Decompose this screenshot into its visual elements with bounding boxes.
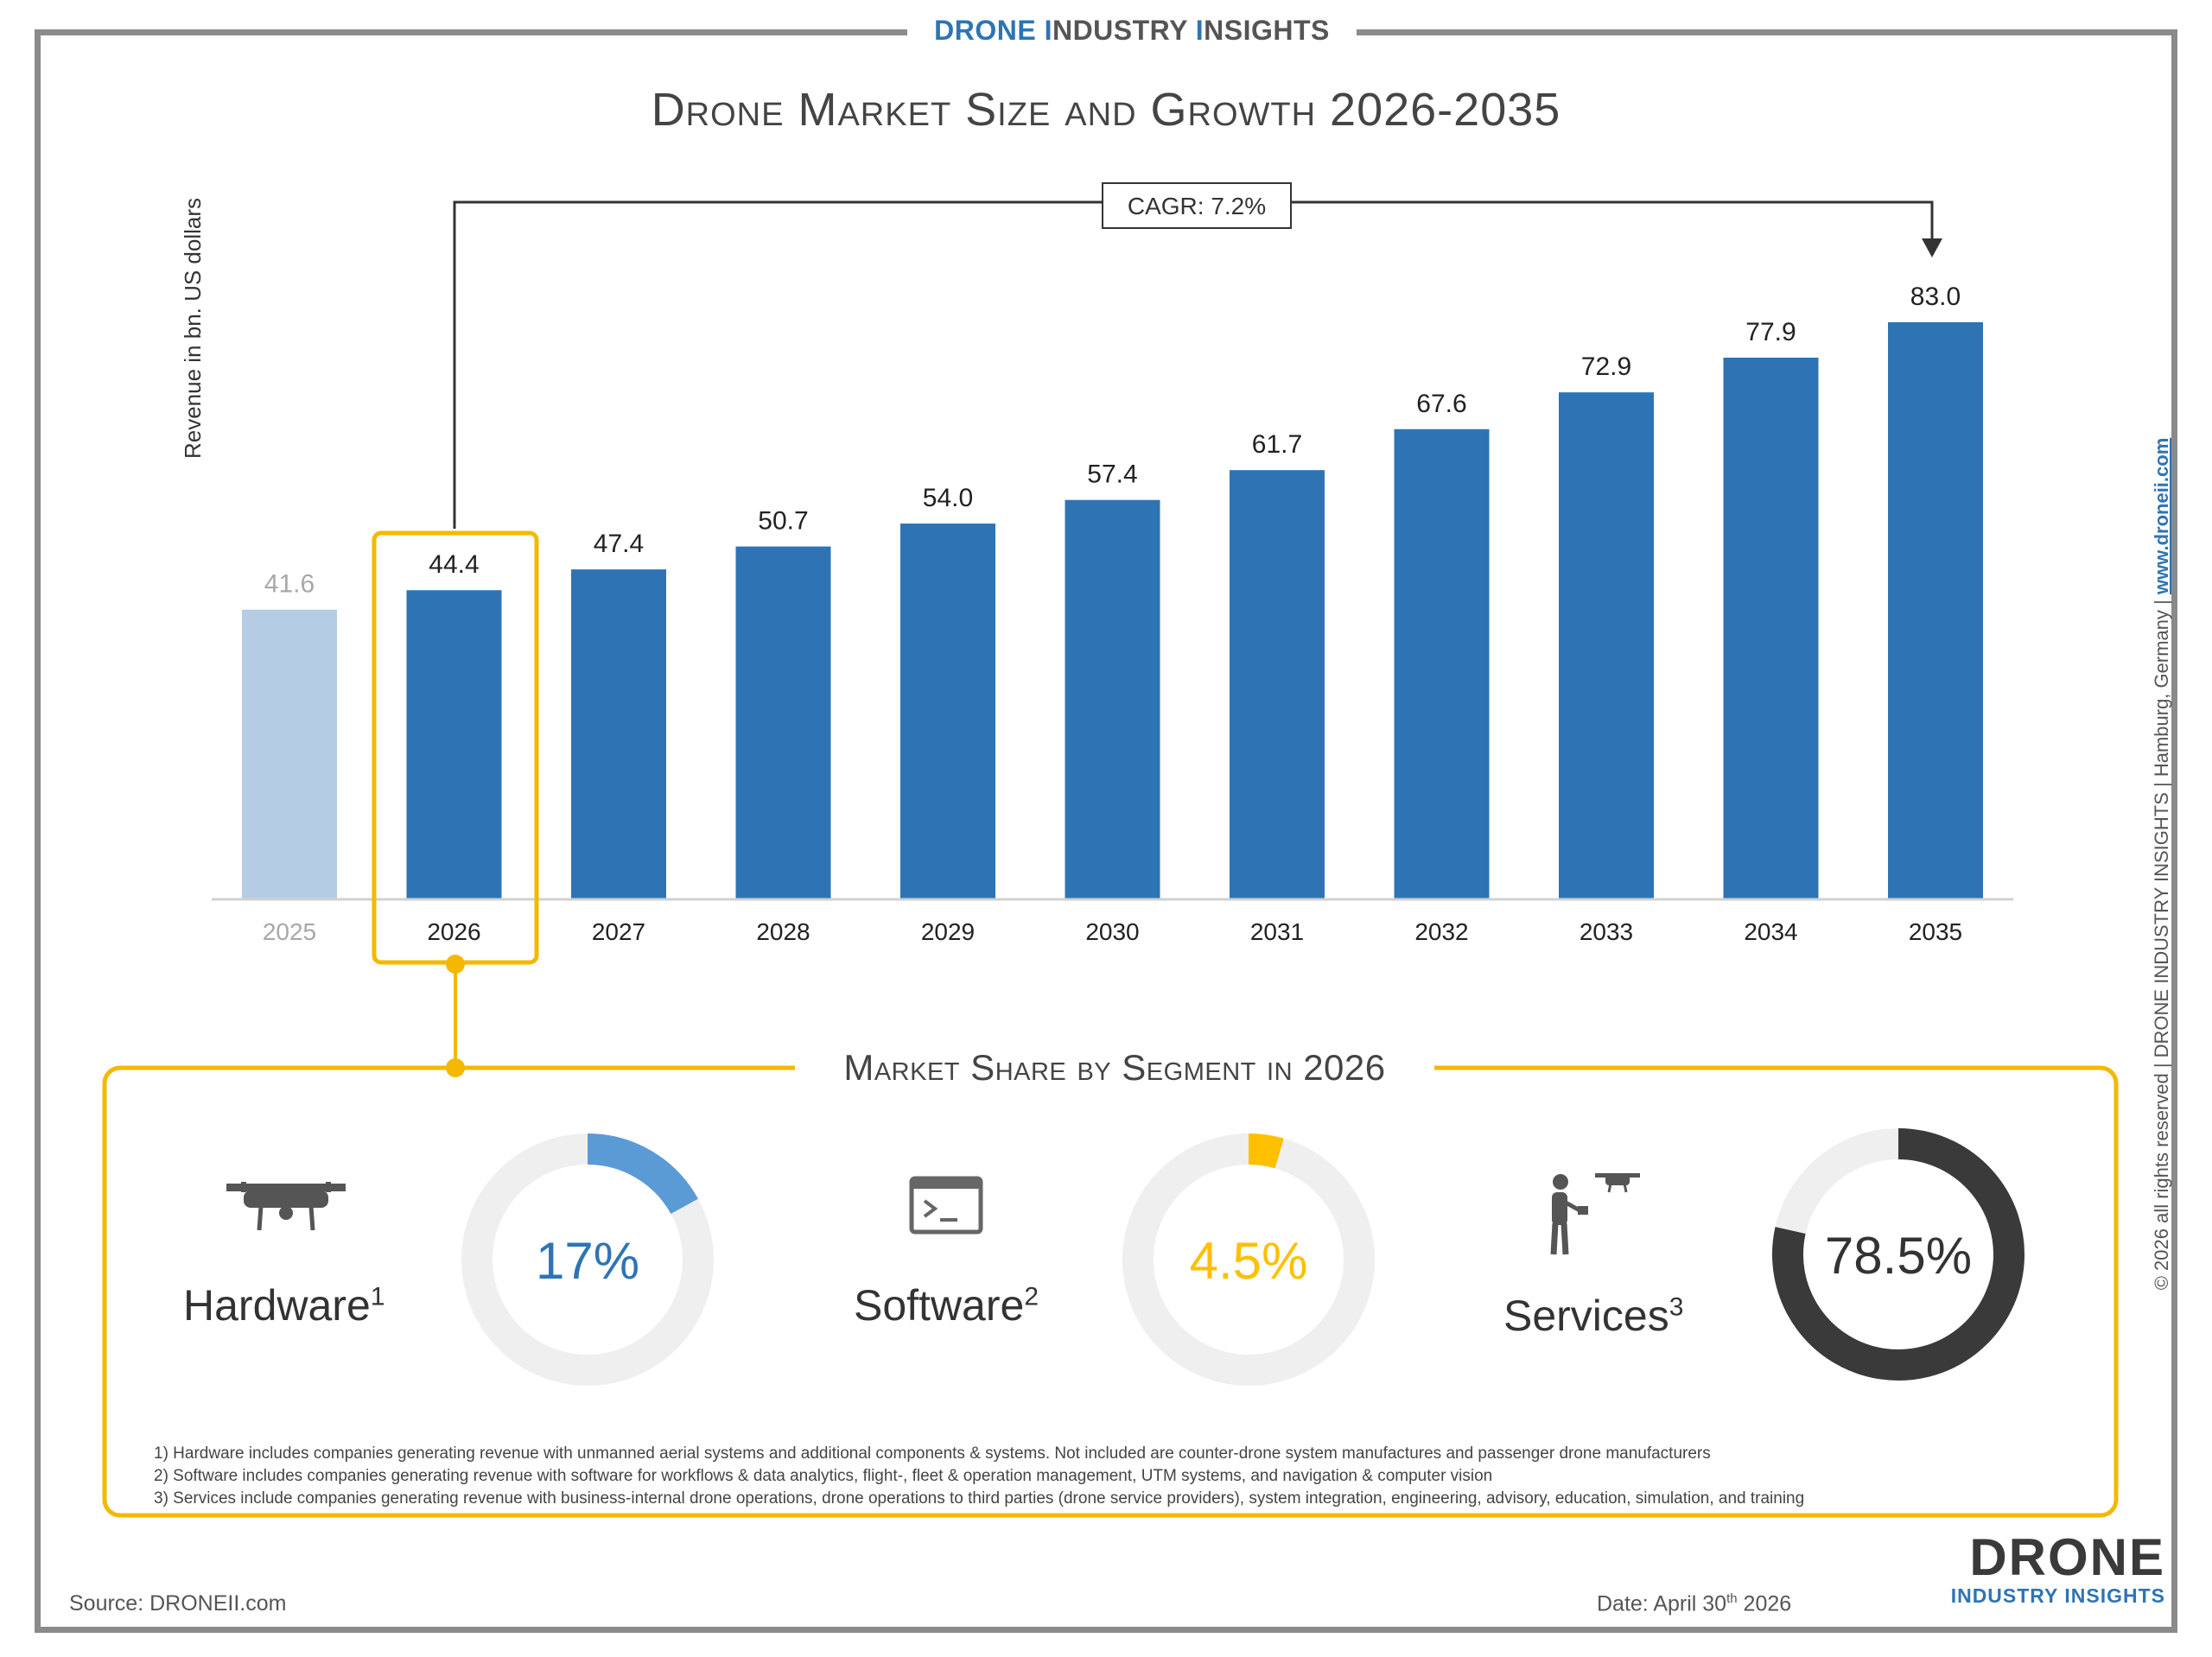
segment-label-hardware: Hardware1 [183, 1281, 385, 1330]
footnote-2: 2) Software includes companies generatin… [154, 1467, 1493, 1485]
outer-frame [35, 29, 2177, 1633]
date-note: Date: April 30th 2026 [1597, 1591, 1792, 1616]
chart-title: Drone Market Size and Growth 2026-2035 [651, 84, 1561, 136]
footnote-1: 1) Hardware includes companies generatin… [154, 1444, 1711, 1463]
segment-title: Market Share by Segment in 2026 [795, 1047, 1434, 1089]
side-copyright: © 2026 all rights reserved | DRONE INDUS… [2151, 437, 2172, 1291]
website-link[interactable]: www.droneii.com [2151, 437, 2172, 595]
footnote-3: 3) Services include companies generating… [154, 1489, 1805, 1508]
top-brand-title: DRONE INDUSTRY INSIGHTS [907, 10, 1357, 50]
footnotes: 1) Hardware includes companies generatin… [154, 1443, 1804, 1510]
source-note: Source: DRONEII.com [69, 1591, 287, 1616]
logo: DRONE INDUSTRY INSIGHTS [1950, 1528, 2165, 1608]
segment-label-services: Services3 [1503, 1292, 1684, 1340]
segment-label-software: Software2 [854, 1281, 1039, 1330]
